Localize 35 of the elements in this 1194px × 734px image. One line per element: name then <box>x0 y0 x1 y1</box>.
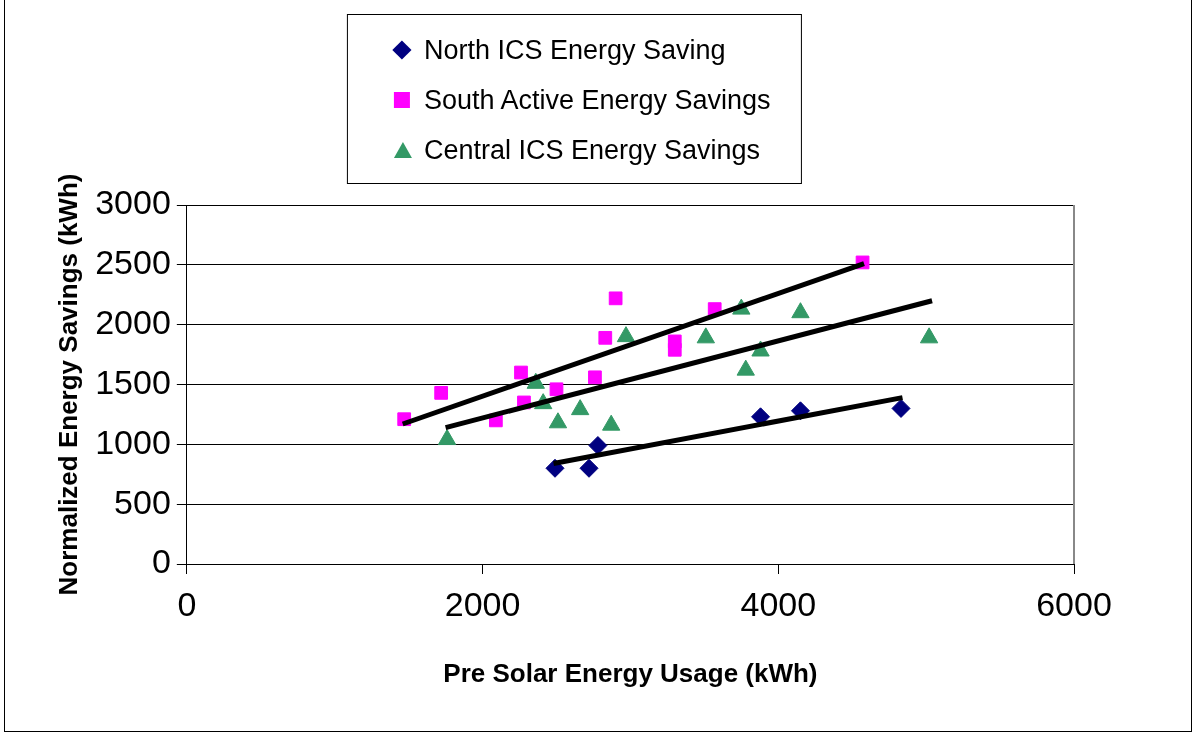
point <box>608 291 623 306</box>
x-tick-label: 0 <box>177 584 197 623</box>
point <box>588 436 608 456</box>
x-axis-title: Pre Solar Energy Usage (kWh) <box>443 657 818 688</box>
point <box>616 326 636 343</box>
point <box>696 327 715 344</box>
point <box>791 302 810 319</box>
y-tick-label: 500 <box>114 482 171 521</box>
x-tick-label: 2000 <box>444 584 521 623</box>
point <box>588 370 602 385</box>
point <box>598 330 613 345</box>
point <box>549 382 564 397</box>
legend-label: Central ICS Energy Savings <box>423 135 761 165</box>
y-axis-title: Normalized Energy Savings (kWh) <box>52 173 83 596</box>
y-tick-label: 3000 <box>95 183 171 222</box>
y-tick-label: 0 <box>151 542 171 581</box>
point <box>736 359 755 376</box>
point <box>437 429 457 446</box>
point <box>579 458 599 478</box>
legend-label: South Active Energy Savings <box>423 85 771 115</box>
point <box>548 412 568 429</box>
point <box>514 365 528 380</box>
y-tick-label: 1500 <box>95 362 171 401</box>
y-tick-label: 2500 <box>95 243 171 282</box>
point <box>570 399 590 416</box>
y-tick-label: 2000 <box>95 303 171 342</box>
y-tick-label: 1000 <box>95 422 171 461</box>
point <box>434 386 449 400</box>
x-tick-label: 6000 <box>1036 584 1112 623</box>
point <box>602 414 621 431</box>
point <box>919 327 939 344</box>
legend-label: North ICS Energy Saving <box>423 35 726 65</box>
point <box>667 334 682 349</box>
x-tick-label: 4000 <box>740 584 817 623</box>
point <box>891 398 911 418</box>
